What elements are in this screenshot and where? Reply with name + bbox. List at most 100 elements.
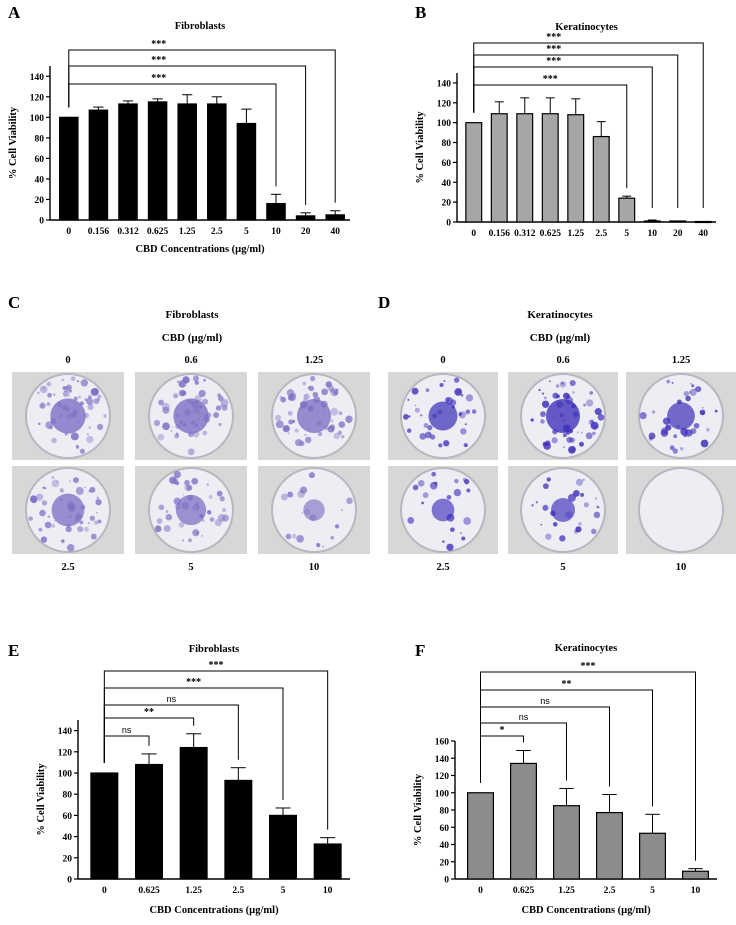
colony — [59, 414, 63, 418]
colony — [200, 534, 204, 537]
colony — [569, 429, 574, 433]
colony — [51, 476, 55, 479]
colony — [439, 383, 444, 388]
colony — [70, 376, 76, 382]
colony — [178, 380, 187, 388]
panel-letter-e: E — [8, 641, 19, 660]
colony — [182, 493, 185, 496]
colony — [442, 540, 445, 543]
colony — [700, 439, 709, 448]
colony — [61, 378, 63, 381]
chart-title: Keratinocytes — [555, 643, 617, 654]
dose-label: 1.25 — [305, 355, 323, 366]
colony — [571, 403, 576, 409]
colony — [279, 395, 283, 400]
significance-bracket — [473, 42, 704, 208]
colony — [595, 497, 597, 500]
x-tick-label: 0 — [478, 886, 483, 896]
petri-dish-photo — [12, 466, 124, 554]
colony — [93, 398, 100, 404]
colony — [70, 411, 78, 418]
colony — [68, 389, 72, 393]
panel-letter-b: B — [415, 3, 426, 22]
colony-center — [303, 499, 325, 521]
colony — [458, 412, 462, 416]
colony — [327, 384, 334, 392]
colony — [287, 491, 294, 498]
significance-label: *** — [546, 32, 561, 43]
colony — [673, 434, 678, 439]
y-tick-label: 100 — [435, 789, 450, 799]
colony — [95, 499, 102, 506]
colony — [337, 430, 342, 435]
colony — [451, 405, 456, 409]
colony — [308, 472, 315, 479]
colony — [93, 520, 99, 525]
colony — [296, 534, 304, 543]
colony — [66, 413, 73, 420]
colony — [304, 436, 312, 444]
colony-center — [667, 402, 695, 430]
colony — [97, 423, 104, 430]
colony — [461, 536, 466, 541]
colony — [176, 380, 180, 384]
y-tick-label: 100 — [30, 114, 45, 124]
colony — [215, 405, 222, 411]
colony — [171, 426, 174, 429]
colony — [73, 396, 78, 401]
y-tick-label: 120 — [30, 93, 45, 103]
colony — [206, 510, 212, 515]
colony — [195, 399, 198, 402]
colony — [419, 432, 427, 440]
bar — [516, 113, 534, 223]
colony — [181, 502, 189, 510]
colony — [590, 421, 599, 430]
colony — [541, 400, 550, 408]
significance-label: ns — [519, 712, 529, 722]
colony — [304, 433, 307, 437]
x-tick-label: 10 — [271, 227, 281, 237]
colony — [299, 486, 308, 494]
bar — [638, 832, 666, 880]
bar — [236, 122, 257, 221]
colony — [191, 477, 199, 485]
colony — [694, 388, 697, 391]
colony — [578, 522, 582, 526]
colony — [309, 514, 317, 522]
y-axis-label: % Cell Viability — [8, 106, 19, 179]
colony — [651, 410, 656, 414]
petri-dish-photo — [135, 466, 247, 554]
x-tick-label: 1.25 — [558, 886, 575, 896]
chart-title: Fibroblasts — [175, 21, 226, 32]
bar — [135, 763, 164, 880]
colony — [79, 448, 86, 454]
colony — [552, 522, 558, 527]
colony — [683, 390, 690, 397]
colony — [583, 502, 589, 508]
colony — [329, 424, 336, 430]
colony-center — [551, 498, 575, 522]
colony — [190, 420, 196, 425]
y-tick-label: 80 — [35, 134, 45, 144]
colony — [51, 437, 57, 444]
colony — [542, 504, 549, 511]
panel-letter-d: D — [378, 293, 390, 312]
colony — [51, 479, 60, 488]
x-axis-label: CBD Concentrations (µg/ml) — [135, 244, 265, 255]
colony — [672, 448, 679, 454]
bar — [681, 870, 709, 880]
colony — [192, 375, 199, 382]
colony — [691, 384, 695, 388]
colony — [446, 513, 455, 522]
colony — [322, 411, 326, 415]
colony — [552, 415, 555, 418]
x-tick-label: 0.312 — [514, 229, 536, 239]
colony — [321, 545, 325, 548]
colony — [572, 391, 575, 394]
bar — [592, 135, 610, 223]
significance-label: *** — [581, 661, 596, 672]
panel-letter-c: C — [8, 293, 20, 312]
bar — [179, 746, 208, 880]
colony — [680, 427, 689, 436]
